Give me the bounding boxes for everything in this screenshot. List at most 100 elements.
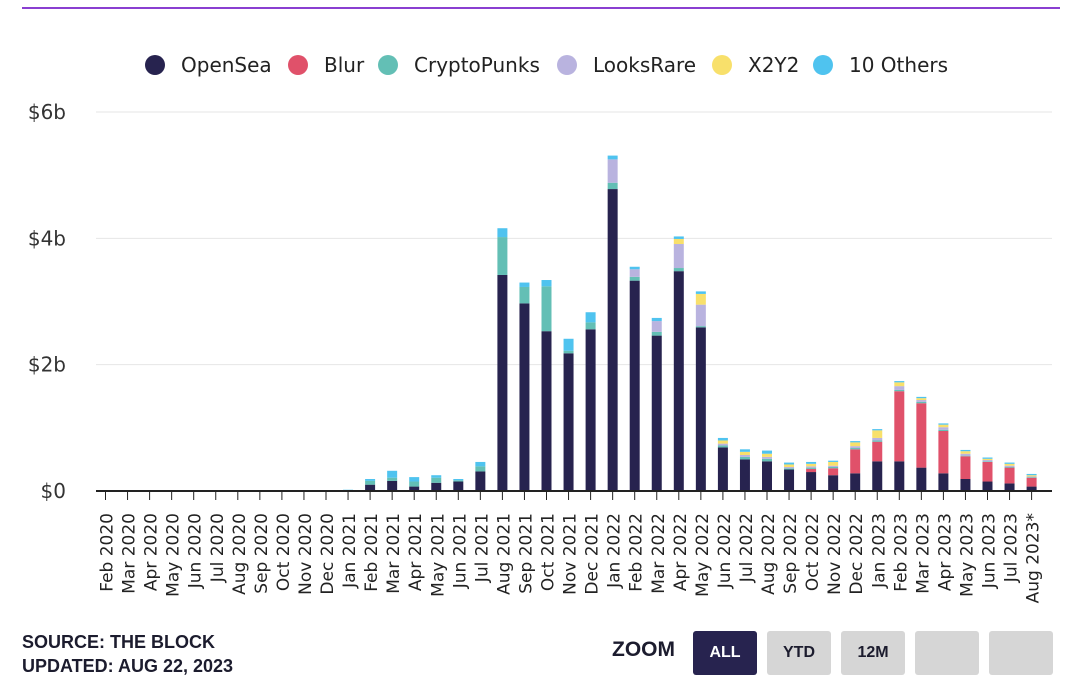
zoom-extra-button-1[interactable] [915, 631, 979, 675]
x-tick-label: Sep 2020 [252, 513, 272, 594]
zoom-ytd-button[interactable]: YTD [767, 631, 831, 675]
legend-item-x2y2[interactable]: X2Y2 [712, 50, 799, 80]
zoom-extra-button-2[interactable] [989, 631, 1053, 675]
bar-10-others [453, 478, 464, 481]
x-tick-label: Mar 2020 [120, 513, 140, 594]
bar-10-others [938, 423, 949, 425]
x-tick-label: Oct 2021 [539, 513, 559, 591]
bar-blur [872, 441, 883, 462]
bar-opensea [762, 461, 772, 491]
chart-legend: OpenSea Blur CryptoPunks LooksRare X2Y2 … [0, 50, 1084, 80]
bar-opensea [894, 461, 905, 491]
bar-looksrare [828, 465, 839, 467]
x-tick-label: Jun 2020 [186, 513, 206, 589]
bar-cryptopunks [1026, 477, 1037, 478]
bar-opensea [806, 472, 817, 491]
x-tick-label: Apr 2023 [935, 513, 955, 591]
bar-opensea [695, 327, 706, 491]
bar-opensea [475, 471, 486, 491]
bar-blur [960, 456, 971, 479]
bar-10-others [387, 470, 398, 478]
x-tick-label: Oct 2020 [274, 513, 294, 591]
x-tick-label: Aug 2023* [1024, 513, 1044, 603]
legend-item-cryptopunks[interactable]: CryptoPunks [378, 50, 540, 80]
bar-blur [982, 461, 993, 482]
bar-cryptopunks [916, 401, 927, 404]
bar-cryptopunks [806, 467, 817, 469]
bar-cryptopunks [519, 286, 530, 304]
bar-10-others [872, 429, 883, 431]
x-tick-label: Nov 2022 [825, 513, 845, 595]
zoom-12m-button[interactable]: 12M [841, 631, 905, 675]
bar-cryptopunks [651, 331, 662, 336]
bar-opensea [739, 459, 750, 491]
y-tick-label: $0 [41, 479, 66, 503]
bar-10-others [894, 381, 905, 383]
bar-10-others [629, 266, 640, 270]
legend-swatch-blur [288, 55, 308, 75]
bar-looksrare [982, 460, 993, 462]
bar-x2y2 [1004, 463, 1015, 466]
bar-blur [938, 430, 949, 474]
bar-opensea [585, 329, 596, 491]
bar-x2y2 [717, 440, 728, 444]
bar-cryptopunks [475, 466, 486, 472]
legend-item-others[interactable]: 10 Others [813, 50, 948, 80]
bar-looksrare [872, 437, 883, 441]
bar-10-others [365, 478, 376, 481]
bar-cryptopunks [1004, 466, 1015, 468]
x-tick-label: Jan 2021 [340, 513, 360, 589]
legend-swatch-opensea [145, 55, 165, 75]
legend-item-blur[interactable]: Blur [288, 50, 364, 80]
bar-blur [1026, 477, 1037, 487]
bar-cryptopunks [585, 322, 596, 330]
bar-10-others [475, 461, 486, 467]
x-tick-label: Jul 2020 [208, 513, 228, 583]
x-tick-label: Mar 2021 [384, 513, 404, 594]
bar-cryptopunks [387, 477, 398, 481]
bar-opensea [387, 480, 398, 491]
bar-10-others [651, 317, 662, 322]
bar-looksrare [695, 304, 706, 327]
bar-10-others [695, 291, 706, 294]
bar-x2y2 [806, 463, 817, 467]
bar-10-others [850, 441, 861, 443]
x-tick-label: Nov 2021 [561, 513, 581, 595]
x-tick-label: Jul 2023 [1002, 513, 1022, 583]
x-tick-label: Aug 2022 [759, 513, 779, 595]
bar-blur [1004, 467, 1015, 484]
bar-cryptopunks [497, 237, 508, 275]
x-tick-label: Jun 2021 [450, 513, 470, 589]
bar-cryptopunks [784, 468, 795, 470]
bar-opensea [629, 280, 640, 491]
bar-cryptopunks [739, 456, 750, 460]
bar-looksrare [850, 446, 861, 449]
bar-10-others [828, 460, 839, 462]
bar-looksrare [673, 244, 684, 269]
bar-cryptopunks [629, 276, 640, 281]
bar-opensea [982, 481, 993, 491]
bar-x2y2 [938, 424, 949, 428]
bar-cryptopunks [695, 326, 706, 328]
bar-10-others [585, 312, 596, 323]
bar-10-others [673, 236, 684, 239]
bar-cryptopunks [960, 455, 971, 457]
bar-cryptopunks [850, 448, 861, 450]
bar-x2y2 [850, 442, 861, 447]
x-tick-label: Mar 2023 [913, 513, 933, 594]
x-tick-label: Feb 2023 [891, 513, 911, 592]
x-tick-label: Feb 2022 [627, 513, 647, 592]
bar-x2y2 [695, 293, 706, 305]
bar-cryptopunks [872, 440, 883, 442]
bar-looksrare [607, 159, 618, 183]
x-tick-label: Jun 2022 [715, 513, 735, 589]
zoom-all-button[interactable]: ALL [693, 631, 757, 675]
legend-item-opensea[interactable]: OpenSea [145, 50, 272, 80]
legend-label-blur: Blur [324, 53, 365, 77]
legend-swatch-others [813, 55, 833, 75]
bar-opensea [673, 271, 684, 491]
legend-label-x2y2: X2Y2 [748, 53, 800, 77]
bar-10-others [916, 396, 927, 399]
x-tick-label: Mar 2022 [649, 513, 669, 594]
legend-item-looksrare[interactable]: LooksRare [557, 50, 696, 80]
